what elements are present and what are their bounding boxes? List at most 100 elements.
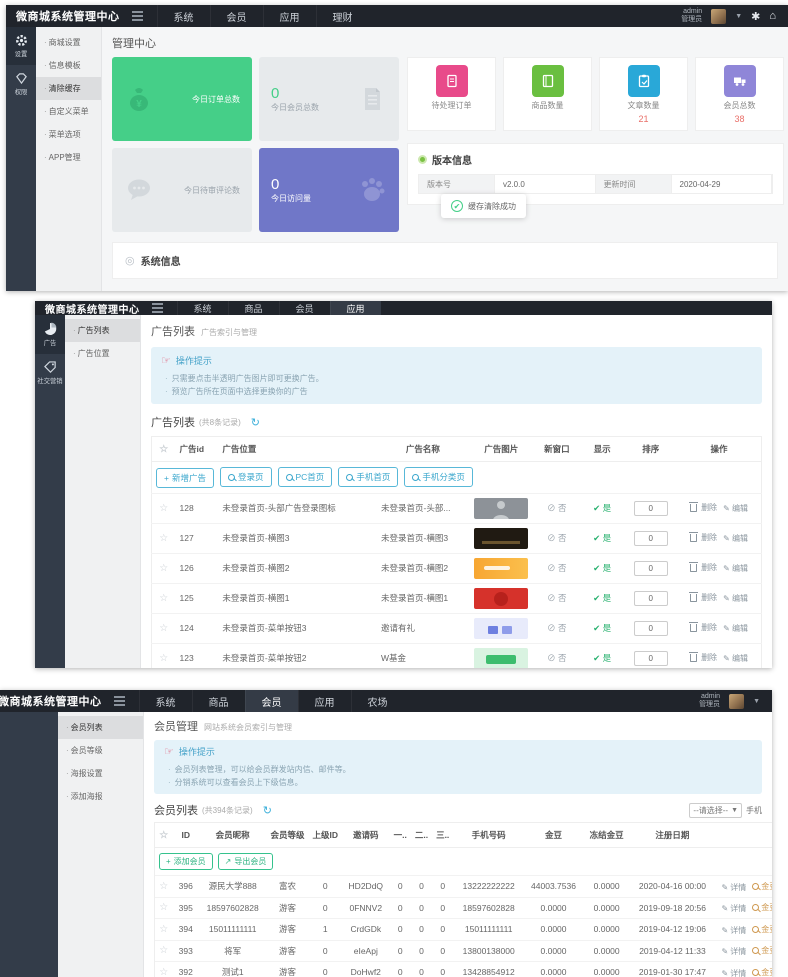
export-member-button[interactable]: ↗ 导出会员 <box>217 853 274 870</box>
filter-button[interactable]: 手机首页 <box>338 467 399 487</box>
user-info[interactable]: admin 管理员 <box>681 8 703 23</box>
avatar[interactable] <box>729 693 745 709</box>
sidebar-item[interactable]: · 海报设置 <box>66 769 103 778</box>
star-icon[interactable]: ☆ <box>159 562 169 574</box>
refresh-icon[interactable]: ↻ <box>250 416 260 429</box>
sort-input[interactable] <box>633 500 668 516</box>
row-action-1[interactable]: ✎ 详情 <box>721 904 747 913</box>
quick-card[interactable]: 文章数量 21 <box>599 57 688 131</box>
filter-select[interactable]: --请选择-- ▼ <box>689 802 742 818</box>
row-action-2[interactable]: 金豆 <box>752 902 772 913</box>
nav-item[interactable]: 应用 <box>329 301 381 315</box>
row-action-1[interactable]: ✎ 详情 <box>721 947 747 956</box>
delete-button[interactable]: 删除 <box>689 562 717 573</box>
edit-button[interactable]: ✎ 编辑 <box>723 653 748 664</box>
delete-button[interactable]: 删除 <box>689 652 717 663</box>
nav-item[interactable]: 应用 <box>262 5 316 27</box>
ad-thumbnail[interactable] <box>474 557 529 579</box>
nav-item[interactable]: 农场 <box>350 690 404 712</box>
star-icon[interactable]: ☆ <box>159 945 169 957</box>
star-icon[interactable]: ☆ <box>159 923 169 935</box>
star-icon[interactable]: ☆ <box>159 443 169 455</box>
ad-thumbnail[interactable] <box>474 497 529 519</box>
stat-card-orders[interactable]: ¥ 今日订单总数 <box>112 57 252 141</box>
add-ad-button[interactable]: + 新增广告 <box>156 467 214 488</box>
sidebar-item[interactable]: · 自定义菜单 <box>44 107 89 116</box>
nav-item[interactable]: 会员 <box>278 301 330 315</box>
sidebar-item[interactable]: · 清除缓存 <box>36 77 101 100</box>
star-icon[interactable]: ☆ <box>159 829 169 841</box>
quick-card[interactable]: 待处理订单 <box>407 57 496 131</box>
hamburger-icon[interactable] <box>113 700 125 702</box>
row-action-1[interactable]: ✎ 详情 <box>721 882 747 892</box>
sidebar-item[interactable]: · 菜单选项 <box>44 130 81 139</box>
stat-card-comments[interactable]: 今日待审评论数 <box>112 148 252 232</box>
delete-button[interactable]: 删除 <box>689 622 717 633</box>
avatar[interactable] <box>711 8 727 24</box>
rail-item-social-marketing[interactable]: 社交营销 <box>35 354 65 392</box>
sort-input[interactable] <box>633 530 668 546</box>
sort-input[interactable] <box>633 650 668 666</box>
home-icon[interactable]: ⌂ <box>769 10 776 22</box>
delete-button[interactable]: 删除 <box>689 532 717 543</box>
refresh-icon[interactable]: ↻ <box>262 804 272 817</box>
edit-button[interactable]: ✎ 编辑 <box>723 503 748 514</box>
ad-thumbnail[interactable] <box>474 617 529 639</box>
ad-thumbnail[interactable] <box>474 587 529 609</box>
row-action-2[interactable]: 金豆 <box>752 924 772 935</box>
star-icon[interactable]: ☆ <box>159 880 169 892</box>
nav-item[interactable]: 系统 <box>156 5 210 27</box>
nav-item[interactable]: 理财 <box>315 5 369 27</box>
row-action-2[interactable]: 金豆 <box>752 881 772 892</box>
sidebar-item[interactable]: · 广告列表 <box>65 319 140 342</box>
row-action-1[interactable]: ✎ 详情 <box>721 925 747 935</box>
sidebar-item[interactable]: · 信息模板 <box>44 61 81 70</box>
add-member-button[interactable]: + 添加会员 <box>159 853 213 870</box>
delete-button[interactable]: 删除 <box>689 502 717 513</box>
filter-button[interactable]: 手机分类页 <box>404 467 473 487</box>
nav-item[interactable]: 系统 <box>138 690 192 712</box>
hamburger-icon[interactable] <box>151 307 163 309</box>
nav-item[interactable]: 会员 <box>209 5 263 27</box>
star-icon[interactable]: ☆ <box>159 502 169 514</box>
sort-input[interactable] <box>633 560 668 576</box>
nav-item[interactable]: 系统 <box>176 301 228 315</box>
delete-button[interactable]: 删除 <box>689 592 717 603</box>
user-info[interactable]: admin 管理员 <box>699 693 721 708</box>
sidebar-item[interactable]: · 广告位置 <box>73 349 110 358</box>
chevron-down-icon[interactable]: ▼ <box>735 12 743 20</box>
row-action-1[interactable]: ✎ 详情 <box>721 968 747 977</box>
edit-button[interactable]: ✎ 编辑 <box>723 563 748 574</box>
filter-button[interactable]: PC首页 <box>277 467 333 487</box>
row-action-2[interactable]: 金豆 <box>752 967 772 977</box>
star-icon[interactable]: ☆ <box>159 966 169 977</box>
star-icon[interactable]: ☆ <box>159 622 169 634</box>
sidebar-item[interactable]: · APP管理 <box>44 153 81 162</box>
sidebar-item[interactable]: · 添加海报 <box>66 792 103 801</box>
star-icon[interactable]: ☆ <box>159 532 169 544</box>
star-icon[interactable]: ☆ <box>159 652 169 664</box>
sort-input[interactable] <box>633 620 668 636</box>
sidebar-item[interactable]: · 商城设置 <box>44 38 81 47</box>
clear-cache-icon[interactable]: ✱ <box>751 10 761 23</box>
ad-thumbnail[interactable] <box>474 527 529 549</box>
nav-item[interactable]: 会员 <box>244 690 298 712</box>
ad-thumbnail[interactable] <box>474 647 529 668</box>
filter-button[interactable]: 登录页 <box>219 467 272 487</box>
star-icon[interactable]: ☆ <box>159 902 169 914</box>
sort-input[interactable] <box>633 590 668 606</box>
nav-item[interactable]: 应用 <box>297 690 351 712</box>
stat-card-members[interactable]: 0 今日会员总数 <box>259 57 399 141</box>
quick-card[interactable]: 商品数量 <box>503 57 592 131</box>
row-action-2[interactable]: 金豆 <box>752 945 772 956</box>
star-icon[interactable]: ☆ <box>159 592 169 604</box>
rail-item-settings[interactable]: 设置 <box>6 27 36 65</box>
sidebar-item[interactable]: · 会员列表 <box>58 716 143 739</box>
edit-button[interactable]: ✎ 编辑 <box>723 593 748 604</box>
stat-card-visits[interactable]: 0 今日访问量 <box>259 148 399 232</box>
nav-item[interactable]: 商品 <box>191 690 245 712</box>
nav-item[interactable]: 商品 <box>227 301 279 315</box>
edit-button[interactable]: ✎ 编辑 <box>723 623 748 634</box>
edit-button[interactable]: ✎ 编辑 <box>723 533 748 544</box>
rail-item-permission[interactable]: 权限 <box>6 65 36 103</box>
